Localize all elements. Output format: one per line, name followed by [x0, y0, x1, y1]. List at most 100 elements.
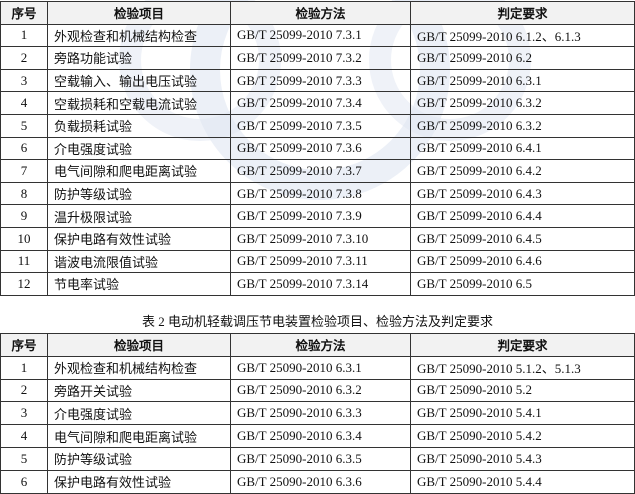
table-cell: 1	[0, 23, 48, 48]
table-cell: GB/T 25099-2010 6.1.2、6.1.3	[410, 23, 635, 48]
table-cell: 防护等级试验	[47, 446, 231, 471]
table-row: 10 保护电路有效性试验 GB/T 25099-2010 7.3.10 GB/T 25…	[0, 226, 635, 251]
header-row: 序号 检验项目 检验方法 判定要求	[0, 333, 635, 357]
table-cell: GB/T 25099-2010 7.3.4	[230, 91, 411, 115]
table-cell: GB/T 25090-2010 5.2	[410, 378, 635, 403]
table-row: 1 外观检查和机械结构检查 GB/T 25090-2010 6.3.1 GB/T 25…	[0, 355, 635, 380]
table-cell: GB/T 25099-2010 6.5	[410, 272, 635, 296]
table-cell: 节电率试验	[47, 272, 231, 296]
table-row: 9 温升极限试验 GB/T 25099-2010 7.3.9 GB/T 25099-2…	[0, 204, 635, 228]
table-cell: GB/T 25099-2010 6.4.1	[410, 136, 635, 161]
table-cell: 保护电路有效性试验	[47, 469, 231, 494]
table-cell: GB/T 25090-2010 6.3.4	[230, 424, 411, 448]
table-cell: 旁路开关试验	[47, 378, 231, 403]
table-cell: 介电强度试验	[47, 136, 231, 161]
table-row: 3 介电强度试验 GB/T 25090-2010 6.3.3 GB/T 25090-2…	[0, 401, 635, 426]
table-cell: GB/T 25090-2010 6.3.2	[230, 378, 411, 403]
table-cell: 6	[0, 469, 48, 494]
table-cell: 空载输入、输出电压试验	[47, 68, 231, 93]
table-cell: 1	[0, 355, 48, 380]
table-cell: GB/T 25099-2010 6.3.2	[410, 113, 635, 138]
table-row: 12 节电率试验 GB/T 25099-2010 7.3.14 GB/T 25099-…	[0, 272, 635, 296]
table-cell: 7	[0, 159, 48, 183]
table-cell: 外观检查和机械结构检查	[47, 23, 231, 48]
table-cell: GB/T 25090-2010 6.3.3	[230, 401, 411, 426]
table-cell: 空载损耗和空载电流试验	[47, 91, 231, 115]
table-cell: 2	[0, 378, 48, 403]
table-cell: GB/T 25099-2010 6.4.4	[410, 204, 635, 228]
table-cell: GB/T 25099-2010 7.3.8	[230, 181, 411, 206]
table: 序号 检验项目 检验方法 判定要求 1 外观检查和机械结构检查 GB/T 25090-20…	[0, 333, 635, 494]
table-cell: 防护等级试验	[47, 181, 231, 206]
table-cell: GB/T 25090-2010 5.1.2、5.1.3	[410, 355, 635, 380]
table-row: 1 外观检查和机械结构检查 GB/T 25099-2010 7.3.1 GB/T 25…	[0, 23, 635, 48]
table-cell: GB/T 25090-2010 6.3.1	[230, 355, 411, 380]
table-cell: 12	[0, 272, 48, 296]
table-caption: 表 2 电动机轻载调压节电装置检验项目、检验方法及判定要求	[141, 314, 493, 329]
table-cell: GB/T 25099-2010 7.3.14	[230, 272, 411, 296]
table-cell: 3	[0, 401, 48, 426]
table-cell: GB/T 25090-2010 6.3.6	[230, 469, 411, 494]
table-row: 4 空载损耗和空载电流试验 GB/T 25099-2010 7.3.4 GB/T 25…	[0, 91, 635, 115]
table-cell: GB/T 25090-2010 6.3.5	[230, 446, 411, 471]
table-cell: 保护电路有效性试验	[47, 226, 231, 251]
table-cell: GB/T 25099-2010 7.3.10	[230, 226, 411, 251]
table-cell: GB/T 25099-2010 6.4.2	[410, 159, 635, 183]
table-cell: GB/T 25099-2010 6.3.1	[410, 68, 635, 93]
table-row: 5 负载损耗试验 GB/T 25099-2010 7.3.5 GB/T 25099-2…	[0, 113, 635, 138]
table-cell: 5	[0, 113, 48, 138]
table-row: 2 旁路开关试验 GB/T 25090-2010 6.3.2 GB/T 25090-2…	[0, 378, 635, 403]
table-row: 3 空载输入、输出电压试验 GB/T 25099-2010 7.3.3 GB/T 25…	[0, 68, 635, 93]
table-cell: GB/T 25099-2010 6.4.5	[410, 226, 635, 251]
header-cell: 检验项目	[47, 333, 231, 357]
table-cell: 谐波电流限值试验	[47, 249, 231, 274]
table-cell: 8	[0, 181, 48, 206]
table-cell: GB/T 25099-2010 6.4.3	[410, 181, 635, 206]
table-cell: 电气间隙和爬电距离试验	[47, 159, 231, 183]
table-cell: 11	[0, 249, 48, 274]
table-row: 11 谐波电流限值试验 GB/T 25099-2010 7.3.11 GB/T 250…	[0, 249, 635, 274]
header-cell: 序号	[0, 1, 48, 25]
table-cell: GB/T 25099-2010 7.3.1	[230, 23, 411, 48]
table: 序号 检验项目 检验方法 判定要求 1 外观检查和机械结构检查 GB/T 25099-20…	[0, 1, 635, 296]
table-cell: 3	[0, 68, 48, 93]
table-row: 6 保护电路有效性试验 GB/T 25090-2010 6.3.6 GB/T 2509…	[0, 469, 635, 494]
table-row: 7 电气间隙和爬电距离试验 GB/T 25099-2010 7.3.7 GB/T 25…	[0, 159, 635, 183]
table-cell: GB/T 25099-2010 7.3.9	[230, 204, 411, 228]
header-cell: 判定要求	[410, 1, 635, 25]
table-cell: 4	[0, 91, 48, 115]
table-cell: GB/T 25099-2010 7.3.5	[230, 113, 411, 138]
header-cell: 判定要求	[410, 333, 635, 357]
table-cell: 9	[0, 204, 48, 228]
header-cell: 检验方法	[230, 333, 411, 357]
table-row: 4 电气间隙和爬电距离试验 GB/T 25090-2010 6.3.4 GB/T 25…	[0, 424, 635, 448]
table-cell: GB/T 25099-2010 7.3.2	[230, 46, 411, 70]
header-cell: 检验方法	[230, 1, 411, 25]
table-cell: GB/T 25099-2010 6.3.2	[410, 91, 635, 115]
table-cell: 5	[0, 446, 48, 471]
table-row: 2 旁路功能试验 GB/T 25099-2010 7.3.2 GB/T 25099-2…	[0, 46, 635, 70]
table-cell: 负载损耗试验	[47, 113, 231, 138]
table-cell: 温升极限试验	[47, 204, 231, 228]
table-cell: 电气间隙和爬电距离试验	[47, 424, 231, 448]
table-row: 6 介电强度试验 GB/T 25099-2010 7.3.6 GB/T 25099-2…	[0, 136, 635, 161]
header-cell: 检验项目	[47, 1, 231, 25]
header-cell: 序号	[0, 333, 48, 357]
table-cell: GB/T 25090-2010 5.4.1	[410, 401, 635, 426]
table-cell: GB/T 25099-2010 7.3.7	[230, 159, 411, 183]
table-cell: GB/T 25099-2010 7.3.11	[230, 249, 411, 274]
table-cell: 外观检查和机械结构检查	[47, 355, 231, 380]
table-cell: 2	[0, 46, 48, 70]
table-cell: 介电强度试验	[47, 401, 231, 426]
table-cell: GB/T 25090-2010 5.4.2	[410, 424, 635, 448]
table-cell: GB/T 25090-2010 5.4.3	[410, 446, 635, 471]
table-cell: 旁路功能试验	[47, 46, 231, 70]
table-cell: GB/T 25099-2010 6.2	[410, 46, 635, 70]
table-cell: GB/T 25090-2010 5.4.4	[410, 469, 635, 494]
table-row: 5 防护等级试验 GB/T 25090-2010 6.3.5 GB/T 25090-2…	[0, 446, 635, 471]
table-cell: 6	[0, 136, 48, 161]
table-cell: GB/T 25099-2010 7.3.3	[230, 68, 411, 93]
table-cell: GB/T 25099-2010 7.3.6	[230, 136, 411, 161]
table-cell: 10	[0, 226, 48, 251]
